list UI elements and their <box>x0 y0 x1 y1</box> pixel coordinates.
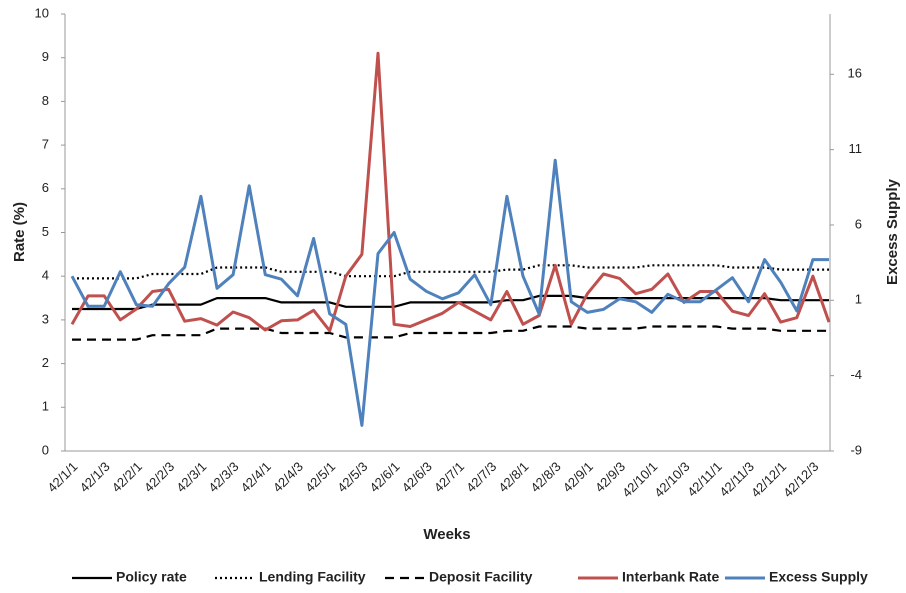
y2-tick-label: 1 <box>855 292 862 307</box>
y2-tick-label: -9 <box>850 442 862 457</box>
legend-label: Interbank Rate <box>622 569 719 585</box>
y-tick-label: 10 <box>35 5 49 20</box>
x-tick-label: 42/7/1 <box>431 459 467 495</box>
series-line <box>72 264 829 280</box>
x-tick-label: 42/11/1 <box>684 459 725 500</box>
x-tick-label: 42/6/1 <box>367 459 403 495</box>
legend-label: Lending Facility <box>259 569 366 585</box>
x-tick-label: 42/5/1 <box>302 459 338 495</box>
x-axis-label: Weeks <box>423 526 470 543</box>
series-line <box>70 51 831 333</box>
x-tick-label: 42/9/1 <box>560 459 596 495</box>
y-tick-label: 4 <box>42 268 49 283</box>
y-tick-label: 3 <box>42 311 49 326</box>
y-tick-label: 7 <box>42 137 49 152</box>
series-line <box>72 325 829 341</box>
x-tick-label: 42/1/1 <box>44 459 80 495</box>
x-tick-label: 42/6/3 <box>399 459 435 495</box>
x-tick-label: 42/2/3 <box>141 459 177 495</box>
y2-tick-label: 6 <box>855 216 862 231</box>
x-tick-label: 42/8/1 <box>495 459 531 495</box>
y2-axis-label: Excess Supply <box>884 178 901 285</box>
x-tick-label: 42/3/1 <box>173 459 209 495</box>
x-tick-label: 42/12/1 <box>748 459 789 500</box>
x-tick-label: 42/7/3 <box>463 459 499 495</box>
x-tick-label: 42/1/3 <box>77 459 113 495</box>
legend-label: Deposit Facility <box>429 569 533 585</box>
x-tick-label: 42/4/1 <box>238 459 274 495</box>
x-tick-label: 42/12/3 <box>780 459 821 500</box>
y2-tick-label: -4 <box>850 367 862 382</box>
y-tick-label: 8 <box>42 93 49 108</box>
y-axis-label: Rate (%) <box>11 202 28 262</box>
legend-label: Policy rate <box>116 569 187 585</box>
y-tick-label: 2 <box>42 355 49 370</box>
x-tick-label: 42/10/1 <box>619 459 660 500</box>
y2-tick-label: 16 <box>848 66 862 81</box>
x-tick-label: 42/3/3 <box>205 459 241 495</box>
y2-tick-label: 11 <box>849 141 863 156</box>
y-tick-label: 6 <box>42 180 49 195</box>
y-tick-label: 0 <box>42 442 49 457</box>
x-tick-label: 42/4/3 <box>270 459 306 495</box>
x-tick-label: 42/2/1 <box>109 459 145 495</box>
series-line <box>70 158 829 427</box>
y-tick-label: 5 <box>42 224 49 239</box>
legend-label: Excess Supply <box>769 569 868 585</box>
x-tick-label: 42/5/3 <box>334 459 370 495</box>
y-tick-label: 9 <box>42 49 49 64</box>
x-tick-label: 42/10/3 <box>651 459 692 500</box>
x-tick-label: 42/8/3 <box>528 459 564 495</box>
y-tick-label: 1 <box>42 399 49 414</box>
